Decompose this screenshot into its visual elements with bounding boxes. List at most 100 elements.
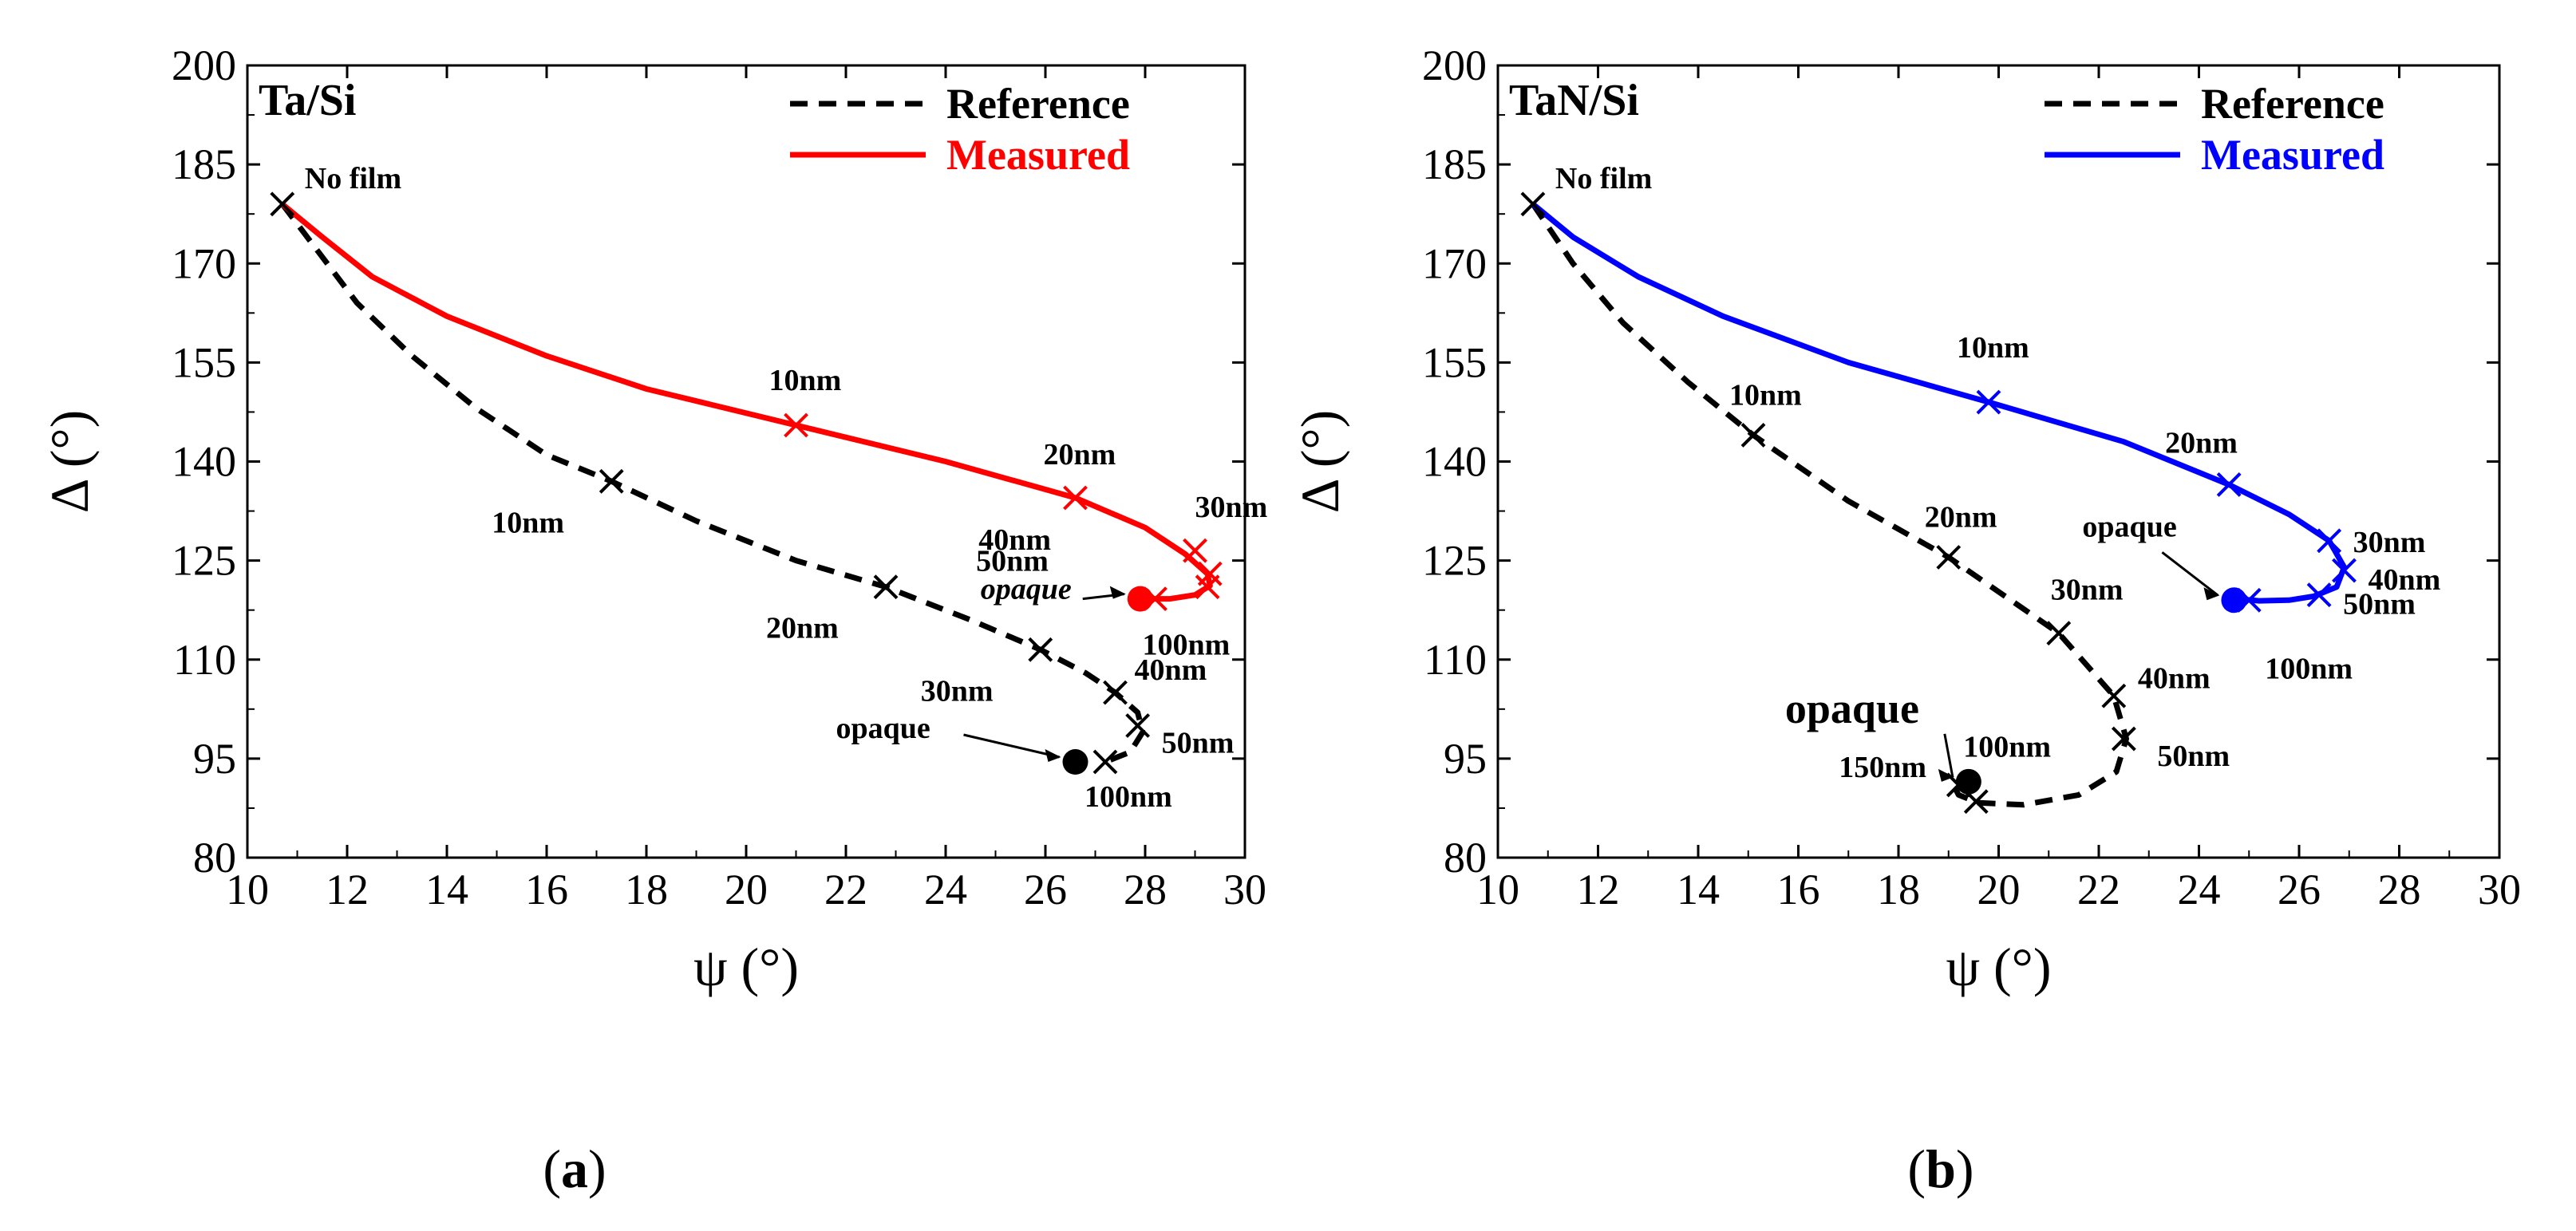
x-tick-label: 24 (924, 866, 967, 913)
thickness-label: No film (1555, 162, 1652, 195)
thickness-label: 40nm (2138, 661, 2211, 695)
thickness-marker (1520, 191, 1546, 217)
thickness-marker (1976, 389, 2001, 415)
y-axis-label: Δ (°) (1290, 410, 1350, 513)
y-tick-label: 200 (1422, 41, 1487, 89)
x-tick-label: 12 (326, 866, 369, 913)
x-tick-label: 16 (1777, 866, 1820, 913)
thickness-marker (1143, 586, 1167, 612)
thickness-label: 50nm (2157, 740, 2230, 773)
thickness-label: 150nm (1839, 751, 1926, 784)
thickness-label: 50nm (2343, 588, 2416, 621)
y-tick-label: 80 (1444, 834, 1487, 882)
opaque-point (2221, 587, 2247, 614)
thickness-marker (2111, 726, 2136, 752)
y-tick-label: 110 (1424, 636, 1487, 684)
opaque-label: opaque (1785, 685, 1919, 732)
x-tick-label: 30 (2478, 866, 2521, 913)
y-tick-label: 125 (172, 537, 236, 585)
y-tick-label: 170 (1422, 239, 1487, 287)
thickness-label: No film (305, 162, 401, 195)
series-line-measured (1531, 202, 2347, 604)
thickness-label: 20nm (2165, 426, 2238, 460)
y-tick-label: 200 (172, 41, 236, 89)
x-tick-label: 10 (1476, 866, 1519, 913)
thickness-label: 100nm (1143, 629, 1231, 662)
x-tick-label: 22 (2077, 866, 2120, 913)
thickness-marker (1063, 485, 1088, 511)
thickness-label: 30nm (1195, 491, 1268, 524)
x-tick-label: 24 (2178, 866, 2221, 913)
opaque-label: opaque (981, 573, 1072, 606)
caption-letter: a (561, 1138, 588, 1199)
panel-caption: (a) (543, 1138, 606, 1199)
y-tick-label: 95 (193, 735, 236, 783)
thickness-label: 20nm (1044, 438, 1116, 471)
y-tick-label: 185 (172, 140, 236, 188)
opaque-arrowhead (2203, 587, 2220, 601)
x-tick-label: 18 (1877, 866, 1920, 913)
thickness-label: 100nm (1085, 780, 1172, 814)
thickness-label: 40nm (1135, 653, 1207, 687)
thickness-marker (873, 574, 899, 600)
panel-caption: (b) (1907, 1138, 1973, 1199)
caption-open: ( (543, 1138, 561, 1199)
y-tick-label: 95 (1444, 735, 1487, 783)
thickness-label: 50nm (1162, 727, 1235, 760)
panel-a: 10 12 14 16 18 20 22 24 26 28 30 80 95 110 125 140 155 17… (39, 41, 1267, 1199)
thickness-marker (2306, 582, 2332, 608)
caption-open: ( (1907, 1138, 1926, 1199)
thickness-label: 10nm (1957, 331, 2029, 365)
thickness-label: 10nm (1729, 378, 1802, 412)
x-tick-label: 16 (525, 866, 568, 913)
opaque-arrow (963, 733, 1060, 759)
thickness-marker (784, 412, 808, 438)
legend-label: Reference (2201, 80, 2384, 128)
x-axis-label: ψ (°) (1946, 937, 2051, 997)
thickness-label: 30nm (2353, 526, 2426, 559)
thickness-label: 50nm (976, 545, 1049, 578)
thickness-marker (2101, 683, 2127, 708)
thickness-marker (1125, 713, 1151, 738)
opaque-arrowhead (1045, 749, 1061, 763)
thickness-marker (1195, 574, 1220, 600)
thickness-marker (1028, 637, 1053, 662)
opaque-arrow (2161, 551, 2219, 597)
opaque-point (1062, 749, 1088, 775)
y-tick-label: 155 (172, 338, 236, 386)
opaque-arrow (1943, 733, 1954, 778)
thickness-label: 10nm (492, 506, 564, 539)
x-tick-label: 20 (725, 866, 768, 913)
thickness-label: 40nm (978, 523, 1051, 557)
x-tick-label: 14 (425, 866, 468, 913)
thickness-marker (2046, 621, 2072, 646)
legend-label: Reference (946, 80, 1130, 128)
thickness-marker (270, 191, 295, 217)
y-tick-label: 110 (173, 636, 236, 684)
opaque-arrowhead (1109, 586, 1126, 599)
panel-title: Ta/Si (259, 76, 356, 125)
thickness-label: 30nm (921, 674, 994, 708)
y-tick-label: 185 (1422, 140, 1487, 188)
caption-letter: b (1926, 1138, 1956, 1199)
opaque-arrowhead (1938, 768, 1954, 782)
y-tick-label: 155 (1422, 338, 1487, 386)
x-tick-label: 26 (1024, 866, 1067, 913)
y-tick-label: 140 (1422, 438, 1487, 486)
x-tick-label: 14 (1677, 866, 1720, 913)
x-tick-label: 30 (1223, 866, 1266, 913)
x-tick-label: 28 (2378, 866, 2421, 913)
series-line-reference (1530, 202, 2129, 808)
thickness-marker (2317, 528, 2342, 554)
caption-close: ) (588, 1138, 606, 1199)
thickness-label: 10nm (769, 364, 842, 397)
thickness-marker (599, 468, 624, 494)
thickness-label: 20nm (766, 612, 839, 645)
thickness-marker (2216, 472, 2242, 497)
thickness-label: 30nm (2051, 574, 2124, 607)
opaque-point (1127, 586, 1153, 612)
opaque-label: opaque (836, 712, 930, 745)
x-tick-label: 28 (1124, 866, 1167, 913)
thickness-marker (1740, 422, 1766, 448)
